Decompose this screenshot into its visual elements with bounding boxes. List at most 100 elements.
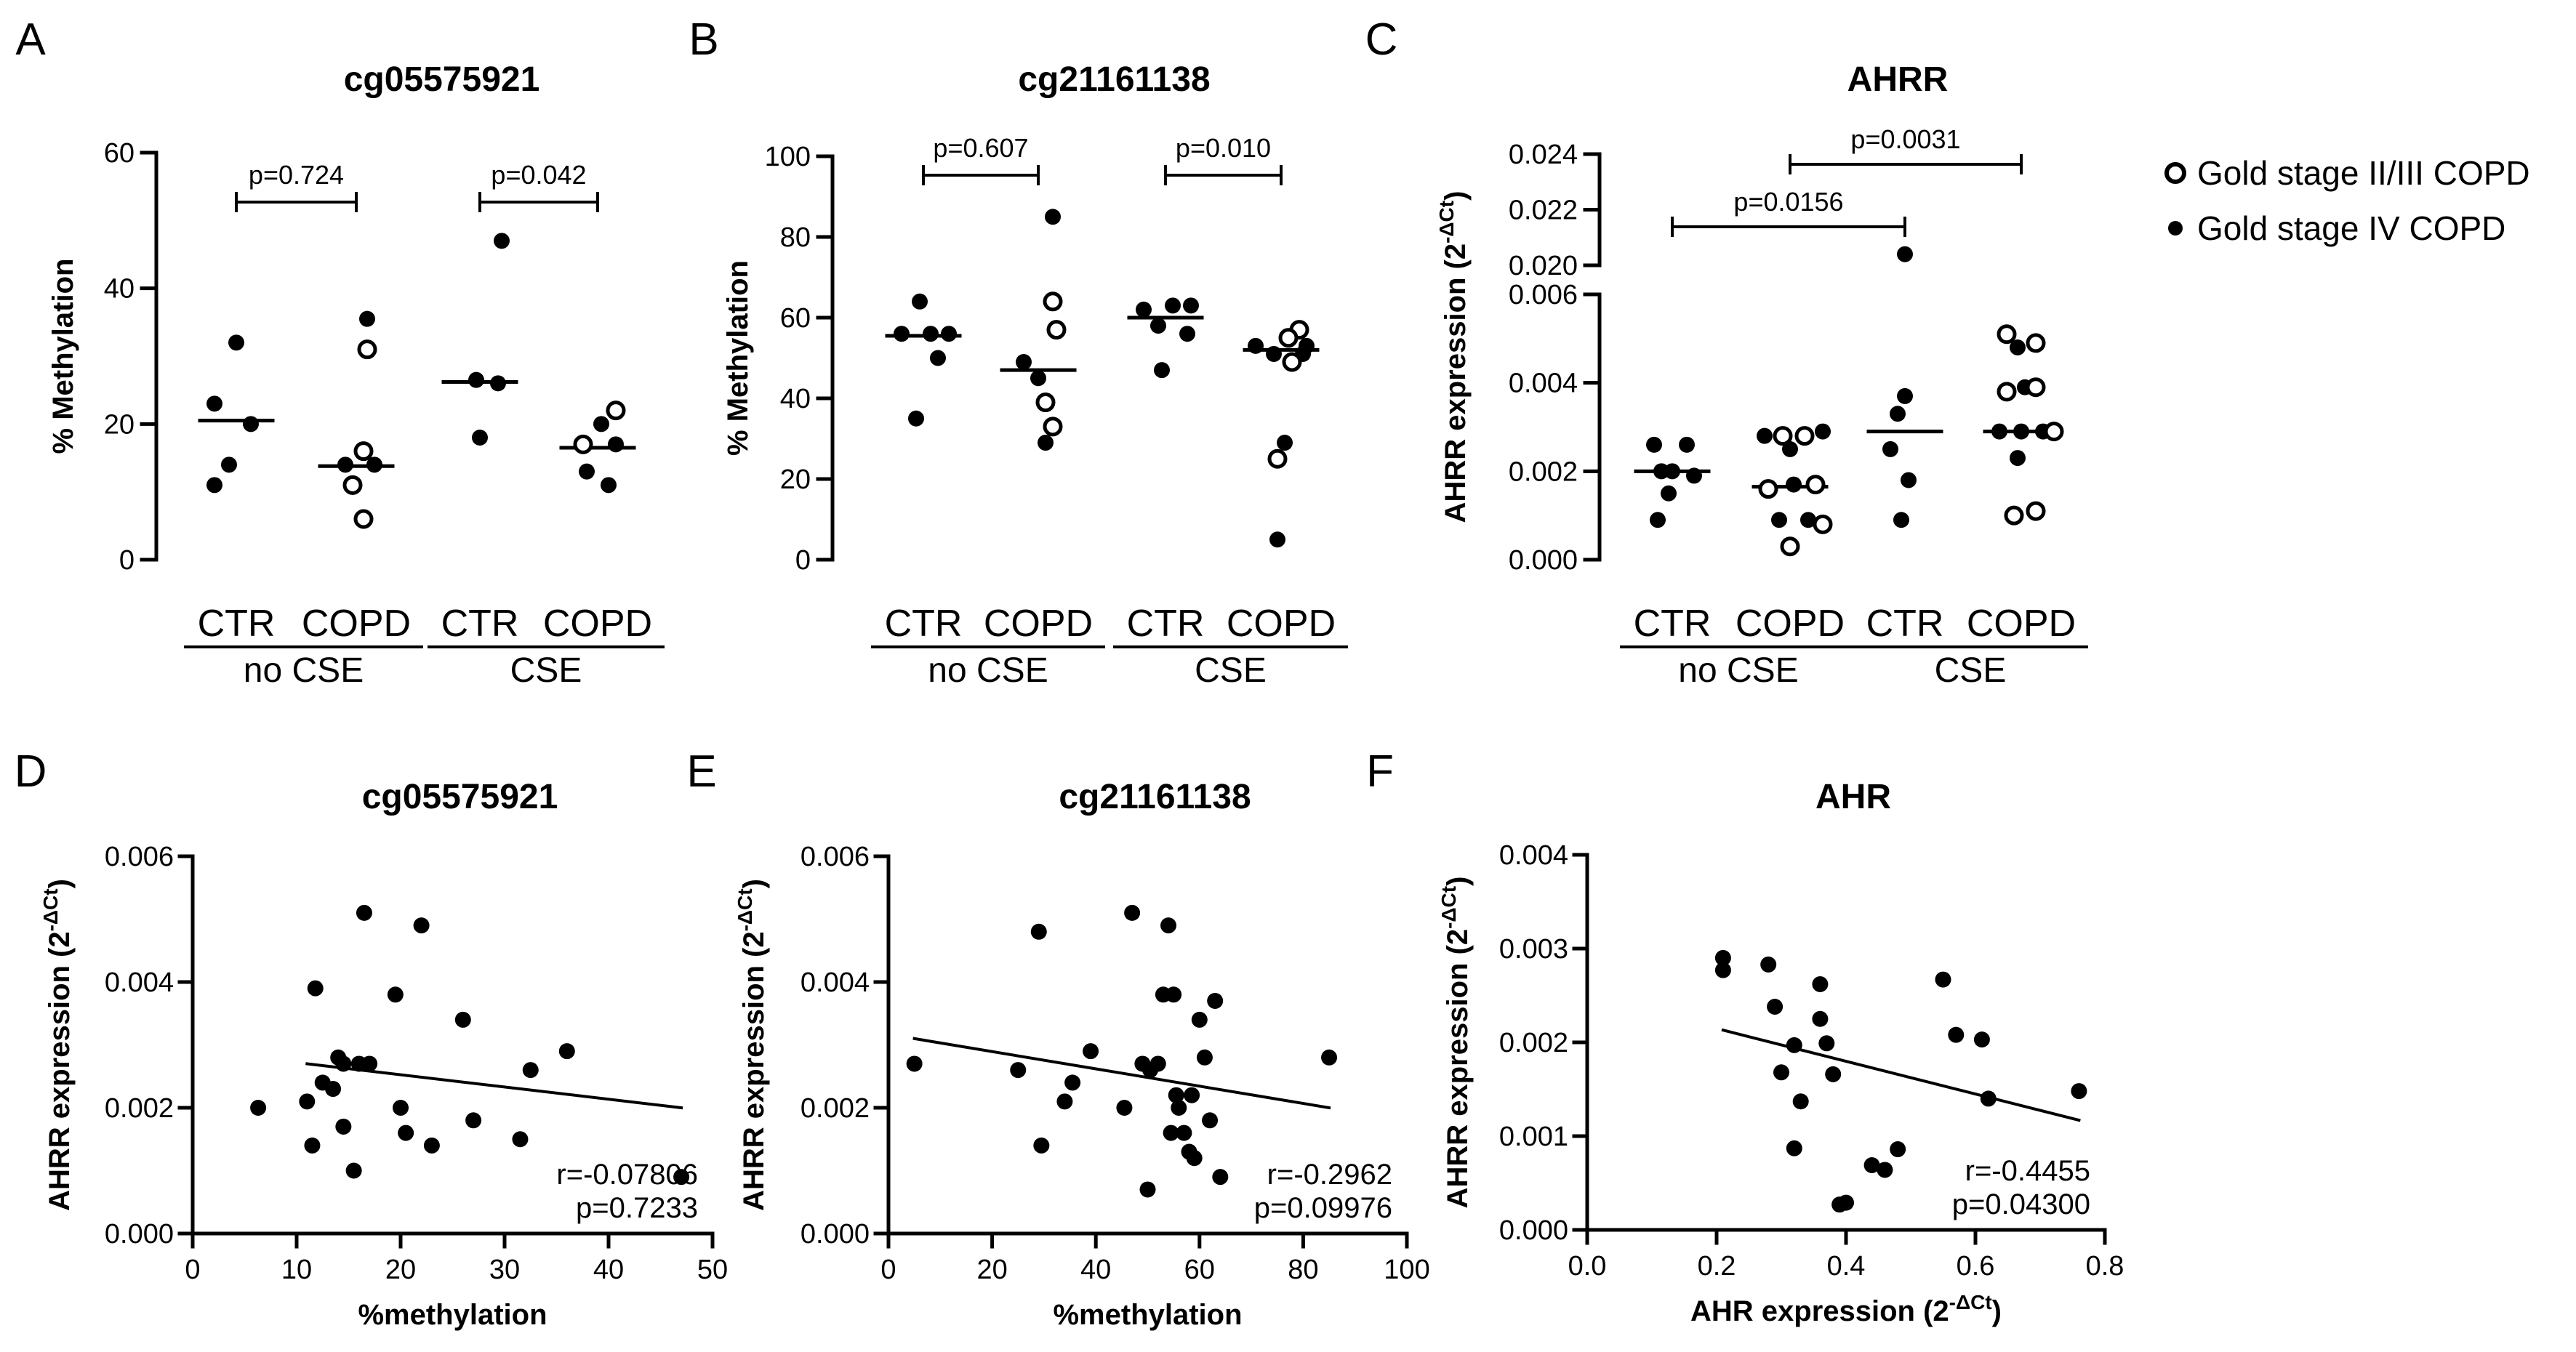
data-point-A bbox=[579, 463, 595, 480]
data-point-F bbox=[1973, 1031, 1990, 1048]
data-point-B bbox=[1269, 531, 1285, 548]
y-tick-label-C: 0.020 bbox=[1509, 251, 1578, 281]
y-tick-label-E: 0.004 bbox=[801, 967, 870, 998]
data-point-F bbox=[1838, 1194, 1854, 1211]
y-tick-label-C: 0.000 bbox=[1509, 545, 1578, 576]
data-point-B bbox=[908, 410, 924, 427]
data-point-A bbox=[342, 475, 363, 495]
data-point-E bbox=[906, 1055, 923, 1072]
data-point-C bbox=[2026, 333, 2046, 353]
chart-title-D: cg05575921 bbox=[362, 778, 558, 816]
data-point-B bbox=[894, 326, 910, 342]
group-label-B: CTR bbox=[1127, 603, 1205, 645]
data-point-D bbox=[558, 1043, 575, 1060]
data-point-B bbox=[1165, 297, 1181, 314]
data-point-A bbox=[206, 395, 222, 412]
data-point-E bbox=[1033, 1137, 1050, 1154]
data-point-D bbox=[398, 1124, 414, 1141]
data-point-F bbox=[2071, 1083, 2087, 1100]
x-axis-label-F: AHR expression (2-ΔCt) bbox=[1690, 1291, 2002, 1327]
data-point-C bbox=[2010, 450, 2026, 467]
data-point-C bbox=[1813, 514, 1833, 534]
x-tick-label-E: 60 bbox=[1184, 1255, 1215, 1285]
x-tick-label-E: 40 bbox=[1080, 1255, 1111, 1285]
marks-layer bbox=[198, 209, 2087, 1213]
group-label-B: CTR bbox=[885, 603, 963, 645]
data-point-F bbox=[1863, 1156, 1880, 1173]
data-point-C bbox=[1997, 382, 2017, 402]
data-point-C bbox=[1661, 485, 1677, 502]
data-point-C bbox=[1758, 479, 1778, 499]
data-point-B bbox=[1154, 362, 1170, 379]
data-point-E bbox=[1186, 1150, 1203, 1167]
data-point-E bbox=[1160, 917, 1177, 934]
group-label-A: COPD bbox=[302, 603, 411, 645]
y-tick-label-B: 80 bbox=[780, 222, 811, 253]
data-point-F bbox=[1818, 1035, 1835, 1052]
chart-title-C: AHRR bbox=[1847, 60, 1949, 99]
data-point-B bbox=[930, 350, 946, 366]
data-point-C bbox=[2044, 422, 2064, 442]
condition-label-C: CSE bbox=[1935, 651, 2007, 690]
data-point-B bbox=[1282, 352, 1302, 372]
data-point-C bbox=[1794, 426, 1815, 446]
filled-circle-icon bbox=[2168, 221, 2183, 236]
data-point-E bbox=[1191, 1011, 1208, 1028]
x-tick-label-F: 0.0 bbox=[1568, 1251, 1607, 1281]
data-point-C bbox=[1893, 512, 1909, 528]
y-tick-label-B: 0 bbox=[795, 545, 811, 576]
data-point-D bbox=[250, 1100, 267, 1116]
x-tick-label-D: 10 bbox=[281, 1255, 312, 1285]
y-tick-label-C: 0.004 bbox=[1509, 369, 1578, 399]
data-point-E bbox=[1149, 1055, 1166, 1072]
data-point-B bbox=[1030, 370, 1046, 387]
regression-line-E bbox=[912, 1037, 1331, 1110]
data-point-F bbox=[1786, 1140, 1802, 1156]
chart-title-A: cg05575921 bbox=[344, 60, 540, 99]
data-point-B bbox=[1150, 318, 1166, 334]
y-tick-label-C: 0.024 bbox=[1509, 140, 1578, 170]
data-point-C bbox=[1679, 436, 1695, 453]
data-point-C bbox=[1815, 423, 1831, 440]
legend-label-stage-4: Gold stage IV COPD bbox=[2197, 209, 2505, 247]
data-point-B bbox=[1038, 435, 1054, 451]
y-tick-label-F: 0.003 bbox=[1499, 934, 1568, 965]
p-value-C: p=0.0156 bbox=[1733, 187, 1843, 217]
data-point-A bbox=[353, 509, 374, 529]
data-point-D bbox=[345, 1162, 362, 1179]
legend: Gold stage II/III COPD Gold stage IV COP… bbox=[2164, 154, 2530, 247]
regression-line-F bbox=[1721, 1028, 2081, 1122]
x-tick-label-E: 20 bbox=[976, 1255, 1007, 1285]
y-axis-label-C: AHRR expression (2-ΔCt) bbox=[1435, 191, 1472, 523]
data-point-C bbox=[1901, 472, 1917, 488]
data-point-A bbox=[206, 477, 222, 494]
data-point-A bbox=[494, 233, 510, 249]
p-value-A: p=0.042 bbox=[491, 160, 586, 190]
r-value-F: r=-0.4455 bbox=[1965, 1155, 2090, 1187]
y-axis-label-F: AHRR expression (2-ΔCt) bbox=[1437, 877, 1474, 1209]
data-point-A bbox=[353, 441, 374, 462]
data-point-D bbox=[522, 1062, 539, 1079]
x-tick-label-E: 0 bbox=[880, 1255, 896, 1285]
data-point-D bbox=[512, 1131, 529, 1148]
panel-letter-F: F bbox=[1366, 747, 1394, 797]
data-point-A bbox=[472, 430, 488, 446]
data-point-A bbox=[468, 371, 484, 388]
data-point-F bbox=[1935, 971, 1951, 988]
legend-label-stage-2-3: Gold stage II/III COPD bbox=[2197, 154, 2530, 192]
x-tick-label-D: 40 bbox=[593, 1255, 624, 1285]
p-value-E: p=0.09976 bbox=[1254, 1192, 1392, 1224]
x-tick-label-E: 80 bbox=[1288, 1255, 1318, 1285]
data-point-D bbox=[299, 1093, 316, 1110]
y-tick-label-E: 0.002 bbox=[801, 1093, 870, 1124]
chart-title-E: cg21161138 bbox=[1059, 778, 1251, 816]
group-label-C: CTR bbox=[1634, 603, 1712, 645]
data-point-E bbox=[1176, 1124, 1192, 1141]
data-point-F bbox=[1948, 1026, 1965, 1043]
data-point-F bbox=[1825, 1066, 1842, 1082]
p-value-D: p=0.7233 bbox=[576, 1192, 698, 1224]
data-point-C bbox=[1650, 512, 1666, 528]
data-point-F bbox=[1980, 1090, 1997, 1107]
p-value-A: p=0.724 bbox=[249, 160, 344, 190]
panel-letter-C: C bbox=[1365, 15, 1398, 65]
